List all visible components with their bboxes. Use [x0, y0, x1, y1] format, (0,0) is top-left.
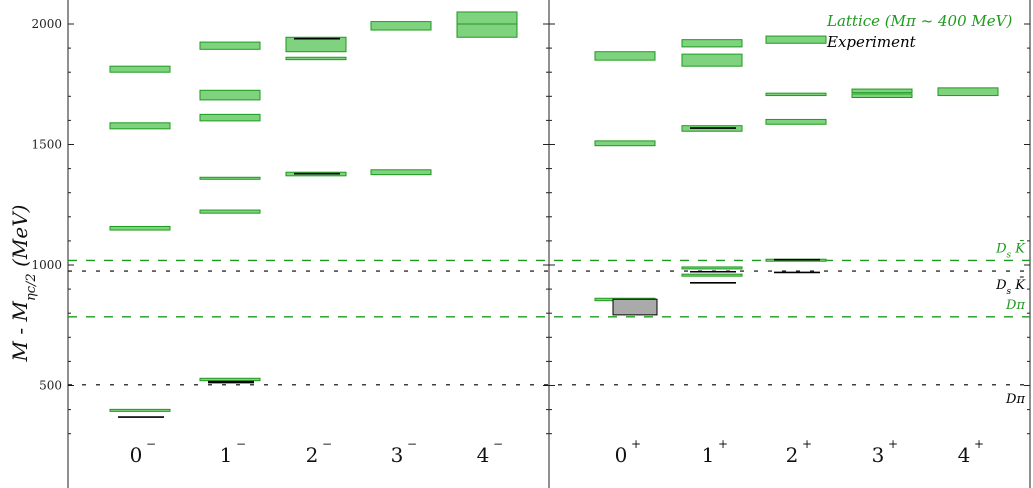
experiment-box [612, 298, 658, 316]
lattice-level [199, 209, 261, 214]
lattice-level [594, 140, 656, 147]
category-parity: + [802, 437, 812, 451]
category-parity: − [407, 437, 417, 451]
lattice-level [199, 377, 261, 382]
category-parity: + [631, 437, 641, 451]
lattice-level [285, 56, 347, 61]
lattice-level [765, 92, 827, 97]
category-label: 4 [477, 443, 490, 467]
lattice-level [285, 36, 347, 53]
threshold-label: Ds K̄ [995, 277, 1026, 297]
category-parity: − [146, 437, 156, 451]
category-label: 3 [391, 443, 404, 467]
category-label: 4 [958, 443, 971, 467]
threshold-label: Dπ [1005, 298, 1025, 313]
category-parity: + [974, 437, 984, 451]
lattice-level [594, 51, 656, 61]
axes [67, 0, 1031, 488]
lattice-level [370, 169, 432, 176]
category-label: 1 [220, 443, 233, 467]
y-tick-label: 2000 [31, 17, 62, 31]
lattice-level [199, 176, 261, 180]
lattice-level [199, 41, 261, 50]
lattice-level [109, 225, 171, 231]
lattice-level [370, 21, 432, 31]
category-label: 0 [130, 443, 143, 467]
lattice-level [456, 11, 518, 25]
category-parity: + [888, 437, 898, 451]
lattice-level [456, 23, 518, 38]
lattice-level [109, 65, 171, 73]
lattice-level [937, 87, 999, 97]
category-parity: − [493, 437, 503, 451]
category-parity: − [236, 437, 246, 451]
category-label: 2 [306, 443, 319, 467]
legend: Lattice (Mπ ~ 400 MeV) Experiment [826, 12, 1012, 51]
lattice-level [109, 408, 171, 412]
y-tick-label: 500 [39, 379, 62, 393]
lattice-level [851, 88, 913, 94]
y-tick-label: 1500 [31, 138, 62, 152]
legend-experiment: Experiment [826, 33, 917, 51]
lattice-level [765, 35, 827, 44]
lattice-level [681, 39, 743, 48]
lattice-level [199, 113, 261, 122]
y-axis-label: M - Mηc/2 (MeV) [8, 205, 39, 363]
lattice-level [681, 266, 743, 270]
lattice-level [109, 122, 171, 130]
category-label: 2 [786, 443, 799, 467]
threshold-label: Dπ [1005, 392, 1025, 407]
lattice-level [851, 93, 913, 99]
lattice-level [681, 273, 743, 277]
lattice-level [765, 118, 827, 125]
category-label: 0 [615, 443, 628, 467]
y-tick-label: 1000 [31, 258, 62, 272]
category-label: 3 [872, 443, 885, 467]
lattice-level [681, 53, 743, 67]
category-parity: + [718, 437, 728, 451]
legend-lattice: Lattice (Mπ ~ 400 MeV) [826, 12, 1012, 30]
energy-levels [109, 11, 999, 418]
threshold-label: Ds K̄ [995, 240, 1026, 260]
category-label: 1 [702, 443, 715, 467]
lattice-level [199, 89, 261, 101]
category-parity: − [322, 437, 332, 451]
